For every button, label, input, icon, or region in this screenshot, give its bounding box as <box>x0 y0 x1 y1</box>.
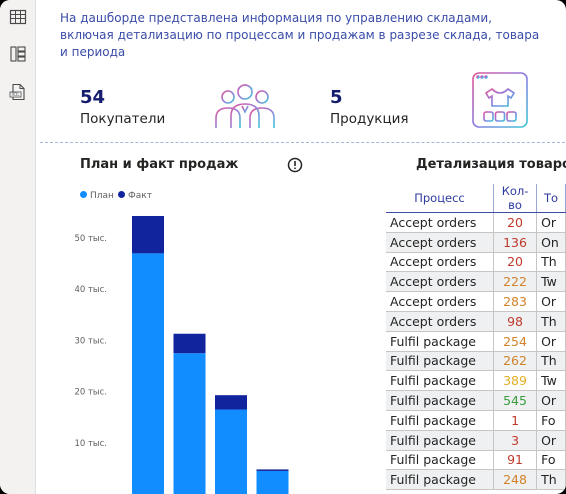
left-icon-rail: RDL <box>0 0 36 494</box>
table-row[interactable]: Fulfil package 262 Th <box>386 351 566 372</box>
paginated-report-icon[interactable]: RDL <box>9 83 27 101</box>
y-tick-label: 40 тыс. <box>74 285 107 295</box>
kpi-products-value: 5 <box>330 87 343 108</box>
cell-product: Or <box>536 291 566 312</box>
product-shirt-icon <box>472 72 528 128</box>
bar-fact[interactable] <box>256 469 289 471</box>
table-row[interactable]: Fulfil package 91 Fo <box>386 450 566 471</box>
legend-plan[interactable]: План <box>80 191 114 201</box>
cell-product: Fo <box>536 450 566 471</box>
bar-fact[interactable] <box>132 215 164 254</box>
legend-plan-dot <box>80 191 87 198</box>
cell-qty: 222 <box>493 271 538 293</box>
table-row[interactable]: Accept orders 283 Or <box>386 291 566 312</box>
cell-qty: 98 <box>493 311 538 332</box>
section-divider <box>40 142 566 143</box>
y-tick-label: 50 тыс. <box>74 234 107 244</box>
cell-product: Or <box>536 331 566 352</box>
bar-plan[interactable] <box>256 470 289 494</box>
cell-process: Fulfil package <box>386 351 494 372</box>
cell-qty: 91 <box>493 450 538 471</box>
plan-fact-bar-chart: 10 тыс. 20 тыс. 30 тыс. 40 тыс. 50 тыс. <box>74 215 289 494</box>
hierarchy-table-icon[interactable] <box>9 45 27 63</box>
svg-text:RDL: RDL <box>11 92 20 97</box>
details-table: Процесс Кол-во То Accept orders 20 Or Accep… <box>386 184 566 491</box>
cell-process: Accept orders <box>386 212 494 233</box>
cell-process: Accept orders <box>386 252 494 273</box>
table-row[interactable]: Fulfil package 248 Th <box>386 469 566 491</box>
cell-process: Fulfil package <box>386 331 494 352</box>
cell-process: Fulfil package <box>386 390 494 411</box>
table-row[interactable]: Fulfil package 3 Or <box>386 430 566 451</box>
table-row[interactable]: Fulfil package 1 Fo <box>386 410 566 431</box>
cell-qty: 389 <box>493 370 538 392</box>
table-row[interactable]: Fulfil package 389 Tw <box>386 370 566 392</box>
bar-fact[interactable] <box>215 395 247 410</box>
legend-fact[interactable]: Факт <box>118 191 152 201</box>
legend-fact-dot <box>118 191 125 198</box>
y-tick-label: 20 тыс. <box>74 388 107 398</box>
y-tick-label: 30 тыс. <box>74 336 107 346</box>
cell-qty: 262 <box>493 351 538 372</box>
cell-process: Fulfil package <box>386 430 494 451</box>
cell-qty: 20 <box>493 252 538 273</box>
col-header-product[interactable]: То <box>536 184 566 213</box>
table-title: Детализация товаров <box>416 157 566 172</box>
table-row[interactable]: Fulfil package 545 Or <box>386 390 566 411</box>
cell-process: Fulfil package <box>386 370 494 392</box>
cell-qty: 545 <box>493 390 538 411</box>
col-header-qty[interactable]: Кол-во <box>493 184 538 213</box>
cell-product: Th <box>536 311 566 332</box>
cell-qty: 248 <box>493 469 538 491</box>
table-row[interactable]: Accept orders 222 Tw <box>386 271 566 293</box>
kpi-customers-label: Покупатели <box>80 111 166 127</box>
cell-process: Fulfil package <box>386 450 494 471</box>
cell-qty: 136 <box>493 232 538 253</box>
cell-process: Accept orders <box>386 232 494 253</box>
col-header-process[interactable]: Процесс <box>386 184 494 213</box>
cell-process: Accept orders <box>386 311 494 332</box>
cell-qty: 254 <box>493 331 538 352</box>
cell-qty: 283 <box>493 291 538 312</box>
cell-process: Fulfil package <box>386 410 494 431</box>
table-row[interactable]: Accept orders 20 Th <box>386 252 566 273</box>
table-row[interactable]: Accept orders 136 On <box>386 232 566 253</box>
cell-product: Tw <box>536 271 566 293</box>
table-row[interactable]: Fulfil package 254 Or <box>386 331 566 352</box>
cell-product: Or <box>536 390 566 411</box>
y-tick-label: 10 тыс. <box>74 439 107 449</box>
cell-product: Th <box>536 351 566 372</box>
dashboard-description: На дашборде представлена информация по у… <box>60 11 540 59</box>
cell-product: Or <box>536 212 566 233</box>
bar-plan[interactable] <box>132 253 164 494</box>
cell-product: Tw <box>536 370 566 392</box>
table-row[interactable]: Accept orders 98 Th <box>386 311 566 332</box>
legend-plan-label: План <box>90 191 114 201</box>
bar-plan[interactable] <box>173 353 206 494</box>
cell-qty: 20 <box>493 212 538 233</box>
cell-process: Accept orders <box>386 271 494 293</box>
legend-fact-label: Факт <box>128 191 152 201</box>
kpi-customers-value: 54 <box>80 87 106 108</box>
cell-product: Th <box>536 252 566 273</box>
cell-product: Fo <box>536 410 566 431</box>
cell-qty: 3 <box>493 430 538 451</box>
kpi-products-label: Продукция <box>330 111 409 127</box>
chart-title: План и факт продаж <box>80 157 239 172</box>
cell-process: Accept orders <box>386 291 494 312</box>
cell-product: Th <box>536 469 566 491</box>
info-icon[interactable] <box>287 157 303 173</box>
cell-process: Fulfil package <box>386 469 494 491</box>
bar-fact[interactable] <box>173 333 206 354</box>
cell-product: On <box>536 232 566 253</box>
cell-product: Or <box>536 430 566 451</box>
table-grid-icon[interactable] <box>9 8 27 26</box>
people-icon <box>215 84 275 128</box>
table-row[interactable]: Accept orders 20 Or <box>386 212 566 233</box>
cell-qty: 1 <box>493 410 538 431</box>
bar-plan[interactable] <box>215 409 247 494</box>
